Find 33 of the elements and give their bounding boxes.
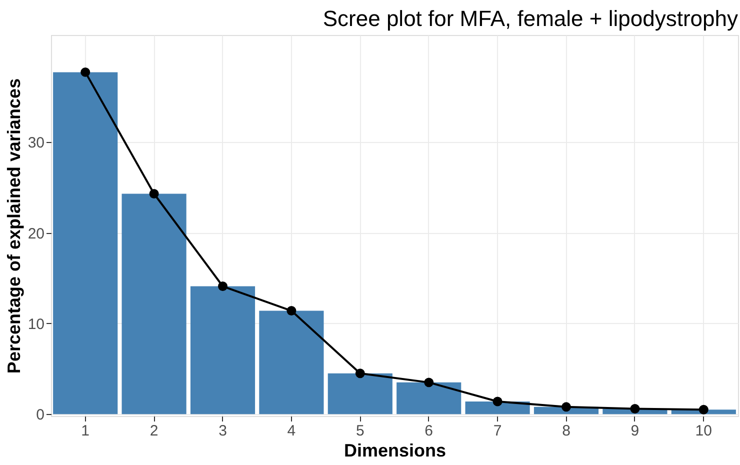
point <box>492 396 502 406</box>
bar <box>328 373 392 414</box>
x-tick-label: 7 <box>493 422 502 440</box>
point <box>286 306 296 316</box>
y-axis-title: Percentage of explained variances <box>4 78 24 374</box>
y-tick-label: 30 <box>28 134 44 152</box>
y-tick-label: 0 <box>36 406 44 424</box>
x-tick-label: 5 <box>356 422 364 440</box>
point <box>218 282 228 292</box>
point <box>630 404 640 414</box>
bar <box>190 286 256 414</box>
bar <box>396 382 462 414</box>
x-tick-label: 9 <box>630 422 640 440</box>
point <box>80 67 90 77</box>
y-tick-label: 10 <box>28 316 44 333</box>
x-tick-label: 6 <box>424 422 434 440</box>
x-tick-label: 2 <box>150 422 158 440</box>
y-tick-label: 20 <box>28 225 44 242</box>
bar <box>122 194 186 414</box>
point <box>424 378 434 388</box>
x-tick-label: 8 <box>562 422 570 440</box>
bar <box>53 72 118 414</box>
point <box>698 404 708 414</box>
x-axis-title: Dimensions <box>344 440 446 460</box>
x-tick-label: 1 <box>81 422 90 440</box>
point <box>149 189 159 198</box>
point <box>355 368 365 378</box>
x-tick-label: 10 <box>695 422 712 440</box>
x-tick-label: 4 <box>287 422 296 440</box>
bar <box>259 310 324 414</box>
chart-title: Scree plot for MFA, female + lipodystrophy <box>322 6 738 31</box>
x-tick-label: 3 <box>218 422 227 440</box>
point <box>562 402 571 412</box>
